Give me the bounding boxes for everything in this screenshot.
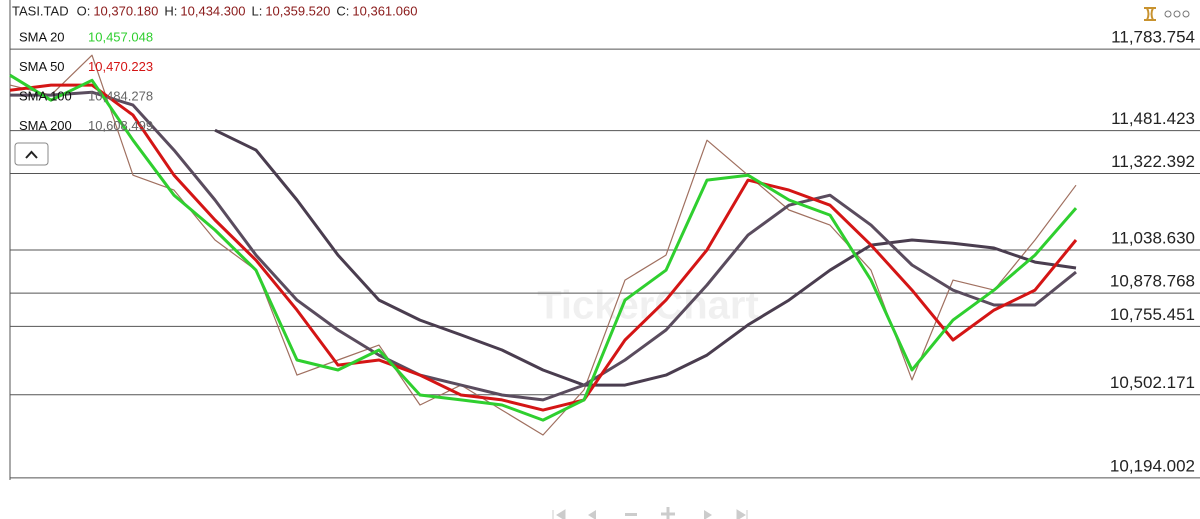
first-button[interactable] [552,509,566,519]
y-tick-label: 10,878.768 [1110,272,1195,291]
last-button[interactable] [736,509,748,519]
legend-name: SMA 200 [19,118,72,133]
y-tick-label: 11,783.754 [1111,28,1195,47]
ohlc-key: C: [336,3,349,18]
y-tick-label: 10,194.002 [1110,456,1195,475]
forward-button[interactable] [704,510,712,519]
y-tick-label: 11,038.630 [1111,229,1195,248]
sma-line [9,73,1078,422]
legend-value: 10,484.278 [88,88,153,103]
menu-dot[interactable] [1173,10,1181,18]
legend-value: 10,608.499 [88,118,153,133]
ohlc-key: H: [164,3,177,18]
y-tick-label: 10,502.171 [1110,373,1195,392]
settings-icon[interactable] [1144,7,1156,21]
legend-value: 10,470.223 [88,59,153,74]
button-box[interactable] [14,142,49,166]
ohlc-value: 10,370.180 [93,3,158,18]
legend-value: 10,457.048 [88,29,153,44]
ohlc-key: O: [77,3,91,18]
legend-name: SMA 20 [19,29,65,44]
symbol: TASI.TAD [12,3,69,18]
sma-line [9,83,1078,412]
menu-dot[interactable] [1164,10,1172,18]
ohlc-value: 10,434.300 [180,3,245,18]
watermark: TickerChart [537,284,759,328]
ohlc-value: 10,361.060 [352,3,417,18]
collapse-button[interactable] [14,142,49,166]
chevron-up-icon [25,150,38,159]
y-tick-label: 10,755.451 [1110,305,1195,324]
sma-line [214,128,1077,387]
menu-dot[interactable] [1182,10,1190,18]
y-tick-label: 11,322.392 [1111,152,1195,171]
sma-line [10,90,1077,402]
back-button[interactable] [588,510,596,519]
top-icons [1144,7,1190,21]
ohlc-key: L: [251,3,262,18]
legend-name: SMA 100 [19,88,72,103]
legend-name: SMA 50 [19,59,65,74]
zoom-out-button[interactable] [625,513,637,516]
y-tick-label: 11,481.423 [1111,109,1195,128]
ohlc-value: 10,359.520 [265,3,330,18]
